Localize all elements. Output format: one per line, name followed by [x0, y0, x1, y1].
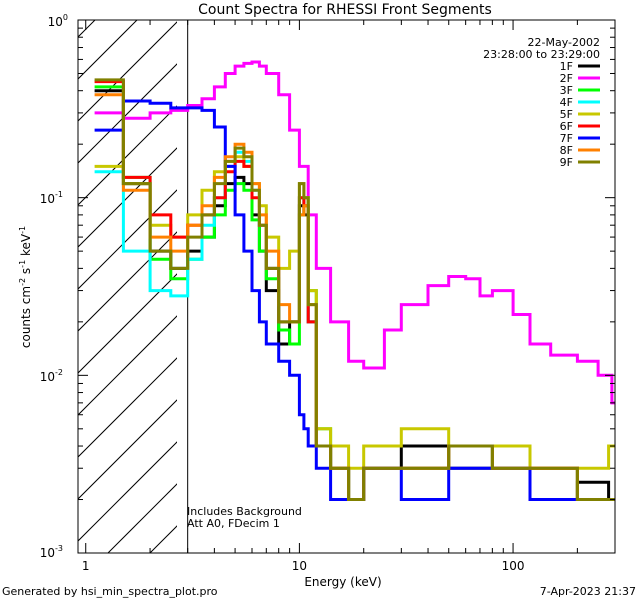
- x-axis-label: Energy (keV): [304, 575, 381, 589]
- annotation-background: Includes Background: [187, 505, 302, 518]
- hatch-line: [78, 441, 177, 542]
- series-line-3f: [94, 85, 615, 501]
- series-line-5f: [94, 155, 615, 470]
- time-range-label: 23:28:00 to 23:29:00: [483, 48, 600, 61]
- y-tick-label-0-001: 10-3: [40, 544, 63, 560]
- plot-frame: [77, 19, 616, 554]
- annotation-attenuator: Att A0, FDecim 1: [187, 517, 280, 530]
- hatch-line: [78, 315, 177, 416]
- x-tick-label-100: 100: [502, 559, 525, 573]
- legend-label-3f: 3F: [560, 84, 573, 97]
- hatch-line: [78, 189, 177, 290]
- axis-ticks: [78, 19, 616, 554]
- hatch-line: [78, 147, 177, 248]
- footer-generated-by: Generated by hsi_min_spectra_plot.pro: [2, 585, 218, 598]
- y-tick-label-0-1: 10-1: [40, 190, 63, 206]
- hatch-line: [78, 105, 177, 206]
- y-tick-label-0-01: 10-2: [40, 368, 63, 384]
- hatch-line: [0, 0, 80, 553]
- legend-label-5f: 5F: [560, 108, 573, 121]
- legend-label-8f: 8F: [560, 144, 573, 157]
- hatch-line: [78, 231, 177, 332]
- series-line-9f: [94, 78, 615, 501]
- series-layer: [94, 60, 615, 501]
- legend-label-4f: 4F: [560, 96, 573, 109]
- hatch-line: [402, 0, 640, 553]
- hatch-line: [318, 0, 640, 553]
- y-tick-label-1: 100: [48, 13, 68, 29]
- series-line-6f: [94, 80, 615, 501]
- hatch-line: [570, 0, 640, 553]
- hatch-line: [528, 0, 640, 553]
- footer-timestamp: 7-Apr-2023 21:37: [540, 585, 636, 598]
- hatch-line: [444, 0, 640, 553]
- chart-title: Count Spectra for RHESSI Front Segments: [198, 2, 492, 18]
- legend-label-9f: 9F: [560, 156, 573, 169]
- series-line-2f: [94, 60, 615, 405]
- x-tick-label-1: 1: [82, 559, 90, 573]
- hatch-line: [234, 0, 640, 553]
- legend-label-6f: 6F: [560, 120, 573, 133]
- hatch-line: [78, 399, 177, 500]
- series-line-7f: [94, 99, 615, 501]
- y-axis-label: counts cm-2 s-1 keV-1: [18, 226, 33, 348]
- hatch-line: [78, 273, 177, 374]
- legend-label-1f: 1F: [560, 60, 573, 73]
- hatch-line: [612, 0, 640, 553]
- hatch-line: [78, 63, 177, 164]
- x-tick-label-10: 10: [292, 559, 307, 573]
- series-line-4f: [94, 150, 615, 501]
- legend-label-2f: 2F: [560, 72, 573, 85]
- legend-label-7f: 7F: [560, 132, 573, 145]
- date-label: 22-May-2002: [528, 36, 600, 49]
